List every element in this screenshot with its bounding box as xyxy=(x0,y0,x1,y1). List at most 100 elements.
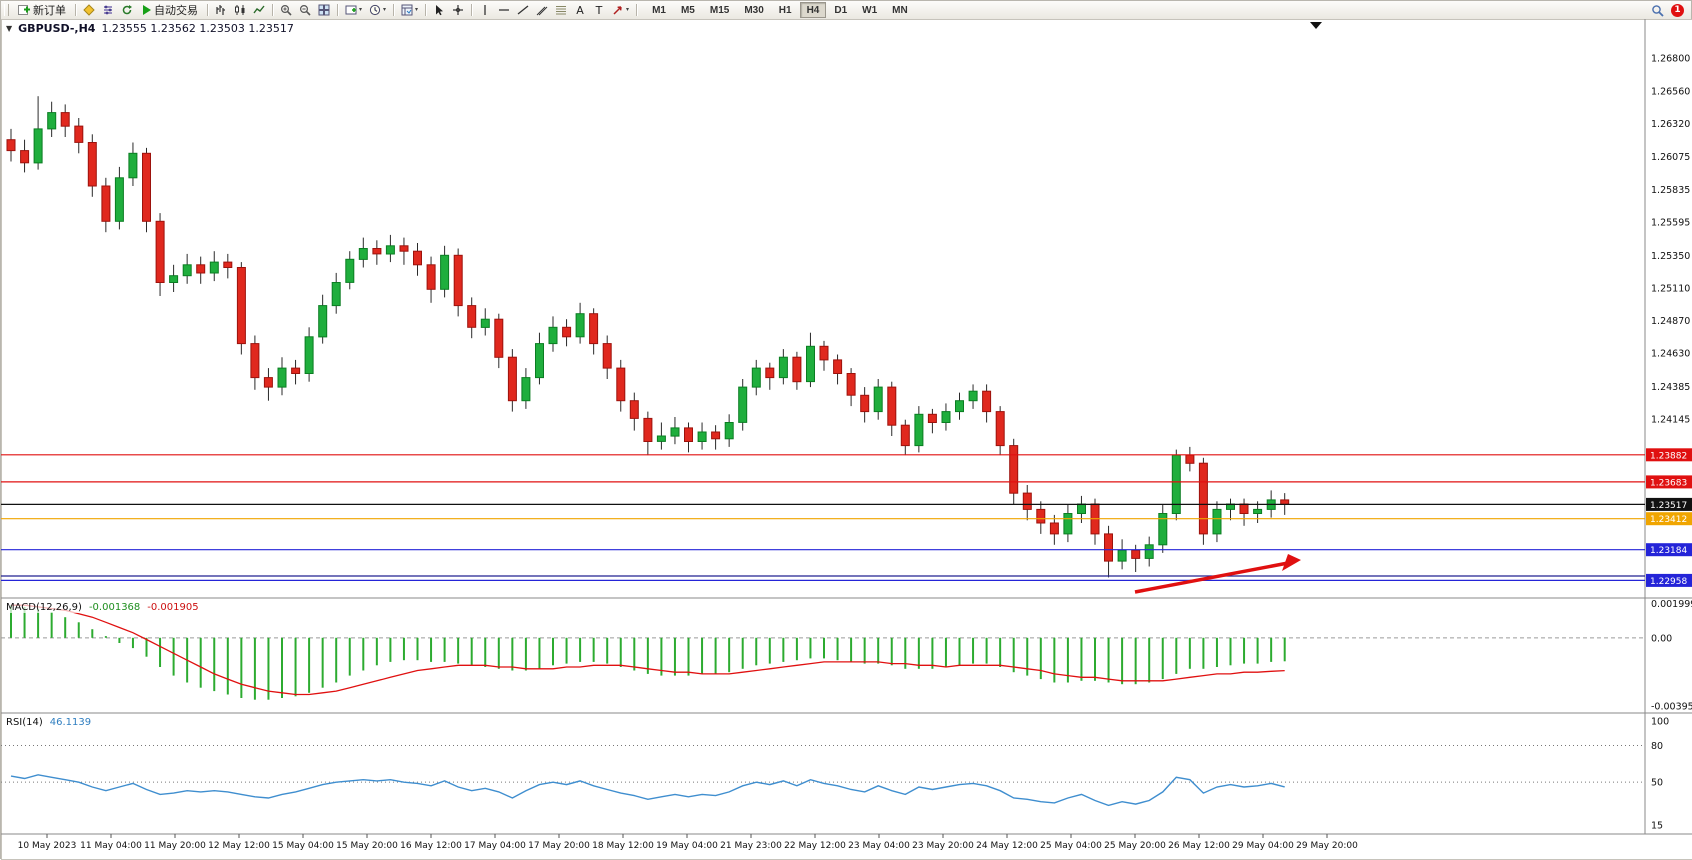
svg-text:1.25350: 1.25350 xyxy=(1651,251,1690,262)
svg-text:25 May 04:00: 25 May 04:00 xyxy=(1040,841,1102,851)
text-button[interactable]: A xyxy=(571,2,589,18)
timeframe-m1-button[interactable]: M1 xyxy=(645,2,673,18)
arrows-button[interactable]: ▾ xyxy=(609,2,632,18)
notification-badge[interactable]: 1 xyxy=(1671,4,1684,17)
trend-arrow[interactable] xyxy=(1135,563,1288,592)
chevron-down-icon: ▾ xyxy=(383,7,386,13)
chart-dropdown-icon[interactable]: ▼ xyxy=(6,24,12,33)
horizontal-line-icon xyxy=(498,4,510,16)
channel-button[interactable] xyxy=(533,2,551,18)
vertical-line-icon xyxy=(479,4,491,16)
svg-text:A: A xyxy=(576,4,584,16)
zoom-out-button[interactable] xyxy=(296,2,314,18)
timeframe-mn-button[interactable]: MN xyxy=(885,2,915,18)
svg-text:10 May 2023: 10 May 2023 xyxy=(18,841,77,851)
separator xyxy=(272,4,273,16)
candlestick-chart-button[interactable] xyxy=(231,2,249,18)
svg-text:1.26560: 1.26560 xyxy=(1651,86,1690,97)
tile-windows-icon xyxy=(318,4,330,16)
svg-text:15: 15 xyxy=(1651,820,1663,831)
crosshair-button[interactable] xyxy=(449,2,467,18)
play-icon xyxy=(142,4,152,16)
svg-text:23 May 20:00: 23 May 20:00 xyxy=(912,841,974,851)
line-chart-icon xyxy=(253,4,265,16)
svg-text:1.22958: 1.22958 xyxy=(1650,577,1687,587)
diamond-icon xyxy=(83,4,95,16)
bar-chart-icon xyxy=(215,4,227,16)
svg-text:11 May 20:00: 11 May 20:00 xyxy=(144,841,206,851)
sliders-icon xyxy=(102,4,114,16)
bar-chart-button[interactable] xyxy=(212,2,230,18)
zoom-in-icon xyxy=(280,4,292,16)
refresh-button[interactable] xyxy=(118,2,136,18)
template-icon xyxy=(401,4,413,16)
svg-text:22 May 12:00: 22 May 12:00 xyxy=(784,841,846,851)
timeframe-m30-button[interactable]: M30 xyxy=(737,2,770,18)
tile-windows-button[interactable] xyxy=(315,2,333,18)
channel-icon xyxy=(536,4,548,16)
trendline-button[interactable] xyxy=(514,2,532,18)
svg-text:1.26075: 1.26075 xyxy=(1651,152,1690,163)
macd-label: MACD(12,26,9) -0.001368 -0.001905 xyxy=(6,602,199,613)
svg-text:21 May 23:00: 21 May 23:00 xyxy=(720,841,782,851)
svg-text:1.24385: 1.24385 xyxy=(1651,382,1690,393)
price-shift-marker[interactable] xyxy=(1310,22,1322,29)
horizontal-line-button[interactable] xyxy=(495,2,513,18)
chart-canvas[interactable]: 1.268001.265601.263201.260751.258351.255… xyxy=(1,19,1692,860)
autotrading-button[interactable]: 自动交易 xyxy=(137,2,203,18)
refresh-icon xyxy=(121,4,133,16)
price-scale: 1.268001.265601.263201.260751.258351.255… xyxy=(1646,54,1692,832)
svg-text:0.001999: 0.001999 xyxy=(1651,599,1692,610)
text-label-button[interactable]: T xyxy=(590,2,608,18)
timeframe-m15-button[interactable]: M15 xyxy=(703,2,736,18)
svg-text:1.25110: 1.25110 xyxy=(1651,283,1690,294)
chevron-down-icon: ▾ xyxy=(626,7,629,13)
svg-text:50: 50 xyxy=(1651,778,1663,789)
svg-text:26 May 12:00: 26 May 12:00 xyxy=(1168,841,1230,851)
timeframe-d1-button[interactable]: D1 xyxy=(827,2,854,18)
svg-text:18 May 12:00: 18 May 12:00 xyxy=(592,841,654,851)
templates-button[interactable]: ▾ xyxy=(398,2,421,18)
macd-name: MACD(12,26,9) xyxy=(6,602,82,613)
svg-text:1.23517: 1.23517 xyxy=(1650,501,1687,511)
timeframe-h4-button[interactable]: H4 xyxy=(800,2,827,18)
toolbar-right: 1 xyxy=(1648,2,1688,18)
cursor-button[interactable] xyxy=(430,2,448,18)
chart-symbol-label: GBPUSD-,H4 xyxy=(18,22,95,35)
separator xyxy=(425,4,426,16)
separator xyxy=(393,4,394,16)
new-chart-button[interactable]: ▾ xyxy=(342,2,365,18)
toolbar-grip[interactable] xyxy=(4,4,9,16)
svg-text:15 May 20:00: 15 May 20:00 xyxy=(336,841,398,851)
line-chart-button[interactable] xyxy=(250,2,268,18)
svg-text:17 May 20:00: 17 May 20:00 xyxy=(528,841,590,851)
metaeditor-button[interactable] xyxy=(80,2,98,18)
zoom-in-button[interactable] xyxy=(277,2,295,18)
rsi-name: RSI(14) xyxy=(6,717,43,728)
timeframe-m5-button[interactable]: M5 xyxy=(674,2,702,18)
text-label-icon: T xyxy=(593,4,605,16)
svg-text:1.25595: 1.25595 xyxy=(1651,218,1690,229)
timeframe-w1-button[interactable]: W1 xyxy=(855,2,884,18)
svg-text:-0.003958: -0.003958 xyxy=(1651,701,1692,712)
candlestick-icon xyxy=(234,4,246,16)
candlestick-series xyxy=(7,96,1289,577)
timeframe-h1-button[interactable]: H1 xyxy=(772,2,799,18)
fibonacci-button[interactable] xyxy=(552,2,570,18)
autotrading-label: 自动交易 xyxy=(154,2,198,18)
options-button[interactable] xyxy=(99,2,117,18)
svg-text:25 May 20:00: 25 May 20:00 xyxy=(1104,841,1166,851)
profiles-button[interactable]: ▾ xyxy=(366,2,389,18)
new-order-label: 新订单 xyxy=(33,2,66,18)
vertical-line-button[interactable] xyxy=(476,2,494,18)
crosshair-icon xyxy=(452,4,464,16)
search-button[interactable] xyxy=(1648,2,1667,18)
chevron-down-icon: ▾ xyxy=(415,7,418,13)
svg-text:12 May 12:00: 12 May 12:00 xyxy=(208,841,270,851)
new-order-button[interactable]: 新订单 xyxy=(13,2,71,18)
svg-text:29 May 20:00: 29 May 20:00 xyxy=(1296,841,1358,851)
macd-histogram xyxy=(11,605,1285,700)
